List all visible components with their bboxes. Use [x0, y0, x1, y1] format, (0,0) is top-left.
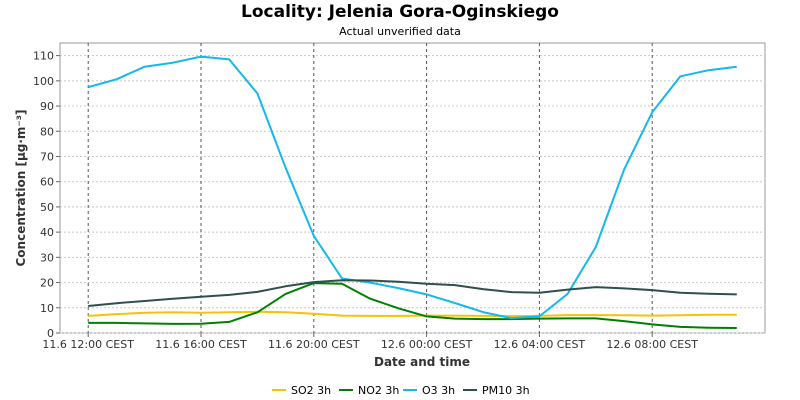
y-tick-label: 0 — [47, 327, 54, 340]
series-line — [88, 310, 737, 318]
chart-title: Locality: Jelenia Gora-Oginskiego — [241, 2, 559, 22]
legend-label: NO2 3h — [358, 384, 399, 397]
x-tick-label: 11.6 16:00 CEST — [155, 338, 247, 351]
x-gridlines — [87, 43, 653, 333]
legend-label: O3 3h — [422, 384, 455, 397]
y-tick-label: 20 — [40, 277, 54, 290]
y-tick-label: 110 — [33, 50, 54, 63]
y-axis: 0 10 20 30 40 50 60 70 80 90 100 110 — [33, 50, 60, 340]
series-line — [88, 282, 737, 329]
x-tick-label: 12.6 04:00 CEST — [494, 338, 586, 351]
x-tick-label: 12.6 00:00 CEST — [381, 338, 473, 351]
y-tick-label: 10 — [40, 302, 54, 315]
legend-label: PM10 3h — [482, 384, 530, 397]
y-tick-label: 30 — [40, 251, 54, 264]
x-axis: 11.6 12:00 CEST 11.6 16:00 CEST 11.6 20:00… — [42, 333, 698, 351]
x-tick-label: 12.6 08:00 CEST — [606, 338, 698, 351]
plot-area — [59, 42, 766, 334]
y-tick-label: 90 — [40, 100, 54, 113]
series-lines — [87, 55, 737, 329]
y-tick-label: 80 — [40, 125, 54, 138]
series-line — [88, 279, 737, 307]
y-tick-label: 60 — [40, 176, 54, 189]
series-line — [87, 55, 737, 320]
x-axis-label: Date and time — [374, 355, 470, 369]
y-axis-label: Concentration [µg·m⁻³] — [14, 110, 28, 267]
y-tick-label: 40 — [40, 226, 54, 239]
legend-label: SO2 3h — [291, 384, 331, 397]
chart-subtitle: Actual unverified data — [339, 25, 461, 38]
y-tick-label: 50 — [40, 201, 54, 214]
y-tick-label: 70 — [40, 150, 54, 163]
legend: SO2 3h NO2 3h O3 3h PM10 3h — [272, 384, 530, 397]
x-tick-label: 11.6 20:00 CEST — [268, 338, 360, 351]
y-gridlines — [60, 55, 765, 334]
y-tick-label: 100 — [33, 75, 54, 88]
x-tick-label: 11.6 12:00 CEST — [42, 338, 134, 351]
